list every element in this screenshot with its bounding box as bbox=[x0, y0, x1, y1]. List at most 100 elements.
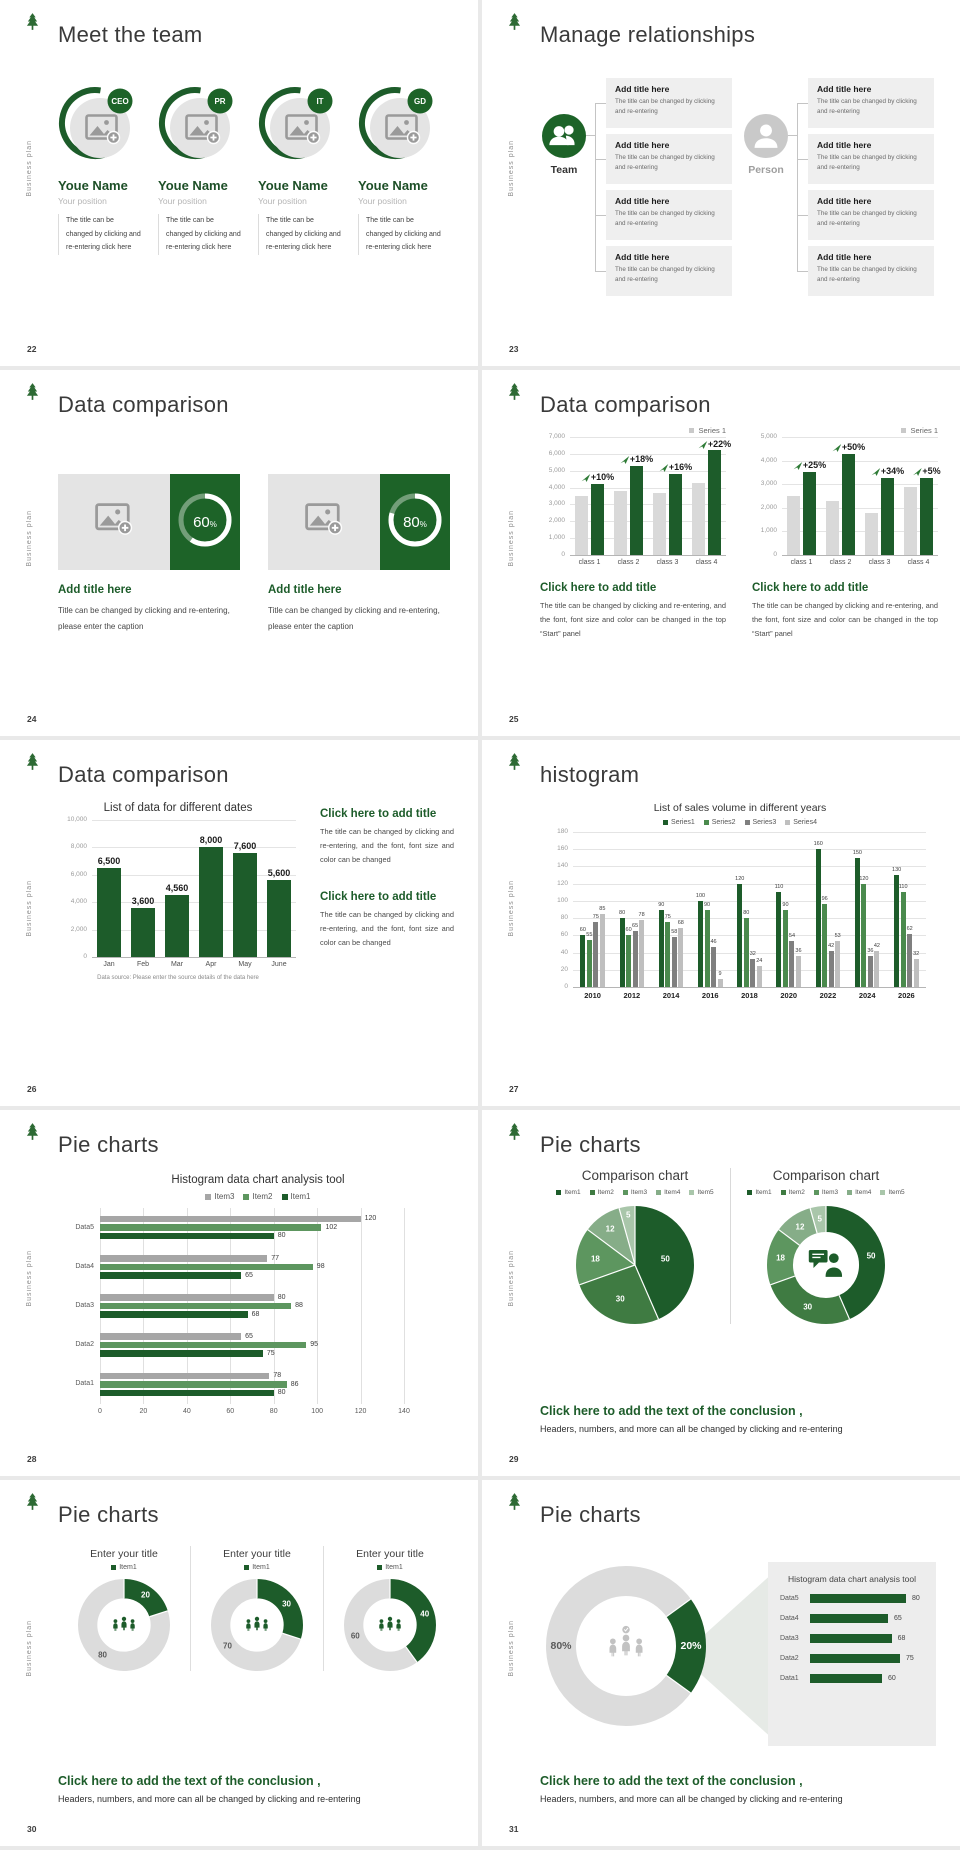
donut-block: Enter your title Item1 30 70 bbox=[190, 1546, 323, 1672]
bar bbox=[704, 909, 710, 987]
chart-legend: Series 1 bbox=[752, 426, 938, 435]
bar bbox=[826, 500, 839, 555]
bar bbox=[810, 1654, 900, 1663]
value-label: 4,560 bbox=[165, 882, 189, 893]
org-box: Add title here The title can be changed b… bbox=[606, 246, 732, 296]
org-box-title: Add title here bbox=[615, 196, 670, 206]
svg-text:GD: GD bbox=[414, 97, 426, 106]
slide-content: Data comparison List of data for differe… bbox=[58, 740, 456, 1106]
bar bbox=[904, 486, 917, 555]
category-label: 2016 bbox=[701, 991, 719, 1000]
legend-swatch bbox=[689, 1190, 695, 1195]
slide-27[interactable]: Business plan 27 histogram List of sales… bbox=[482, 740, 960, 1106]
value-label: 32 bbox=[913, 951, 920, 958]
chart-title: Histogram data chart analysis tool bbox=[171, 1174, 345, 1186]
value-label: 110 bbox=[898, 884, 908, 891]
value-label: 46 bbox=[710, 939, 717, 946]
bar bbox=[626, 935, 632, 987]
axis-tick-label: 80 bbox=[269, 1408, 278, 1415]
bar bbox=[100, 1302, 292, 1310]
text-body: The title can be changed by clicking and… bbox=[320, 827, 454, 865]
bar bbox=[591, 484, 604, 555]
side-label: Business plan bbox=[26, 140, 33, 197]
value-label: 75 bbox=[664, 914, 671, 921]
legend-swatch bbox=[663, 820, 669, 825]
text-blocks: Click here to add title The title can be … bbox=[320, 808, 454, 950]
axis-tick-label: 140 bbox=[557, 862, 568, 870]
image-placeholder bbox=[268, 474, 380, 570]
slide-31[interactable]: Business plan 31 Pie charts 20% 80% Histog… bbox=[482, 1480, 960, 1846]
comparison-block: 80% Add title here Title can be changed by… bbox=[268, 474, 450, 635]
connector-line bbox=[586, 135, 595, 136]
logo-icon bbox=[508, 753, 521, 770]
bar bbox=[803, 472, 816, 555]
slice-label: 40 bbox=[420, 1609, 430, 1619]
org-box-text: The title can be changed by clicking and… bbox=[615, 98, 715, 116]
svg-text:IT: IT bbox=[316, 97, 323, 106]
category-label: class 3 bbox=[656, 559, 679, 566]
legend-swatch bbox=[703, 820, 709, 825]
bar bbox=[717, 979, 723, 987]
member-position: Your position bbox=[258, 196, 307, 206]
slide-24[interactable]: Business plan 24 Data comparison 60% Add … bbox=[0, 370, 478, 736]
value-label: 68 bbox=[251, 1310, 260, 1318]
legend-item: Item1 bbox=[556, 1189, 581, 1196]
slide-number: 29 bbox=[509, 1454, 519, 1464]
value-label: 42 bbox=[828, 942, 835, 949]
progress-panel: 80% bbox=[380, 474, 450, 570]
value-label: 60 bbox=[888, 1675, 896, 1682]
connector-line bbox=[595, 103, 606, 104]
logo-icon bbox=[508, 383, 521, 400]
gridline bbox=[573, 866, 926, 868]
legend-item: Series2 bbox=[703, 819, 736, 826]
bar-chart-block: Series 1 0 1,000 2,000 3,000 4,000 5,000 class … bbox=[752, 426, 941, 641]
bar bbox=[100, 1232, 274, 1240]
legend-item: Item1 bbox=[111, 1564, 137, 1571]
legend-item: Series4 bbox=[785, 819, 817, 826]
increase-arrow-icon bbox=[870, 468, 880, 477]
slide-23[interactable]: Business plan 23 Manage relationships Te… bbox=[482, 0, 960, 366]
bar bbox=[708, 450, 721, 555]
slide-29[interactable]: Business plan 29 Pie charts Comparison c… bbox=[482, 1110, 960, 1476]
bar-row: Data4 65 bbox=[780, 1614, 924, 1623]
slide-number: 26 bbox=[27, 1084, 37, 1094]
axis-tick-label: 6,000 bbox=[70, 870, 87, 878]
axis-tick-label: 120 bbox=[557, 879, 568, 887]
legend-swatch bbox=[689, 428, 695, 433]
axis-tick-label: 120 bbox=[354, 1408, 367, 1415]
group-label: Person bbox=[748, 164, 784, 176]
bar bbox=[835, 941, 841, 987]
donut-chart: 20 80 bbox=[77, 1578, 171, 1672]
value-label: 65 bbox=[245, 1332, 253, 1340]
category-label: Data1 bbox=[75, 1380, 94, 1388]
slide-22[interactable]: Business plan 22 Meet the team CEO Youe N… bbox=[0, 0, 478, 366]
bar bbox=[665, 922, 671, 987]
value-label: 100 bbox=[695, 892, 706, 899]
category-label: class 1 bbox=[790, 559, 813, 566]
category-label: class 4 bbox=[907, 559, 930, 566]
slide-25[interactable]: Business plan 25 Data comparison Series … bbox=[482, 370, 960, 736]
org-box: Add title here The title can be changed b… bbox=[606, 78, 732, 128]
category-label: 2026 bbox=[898, 991, 915, 1000]
bar-row: Data2 75 bbox=[780, 1654, 924, 1663]
value-label: 80 bbox=[743, 910, 750, 917]
slide-26[interactable]: Business plan 26 Data comparison List of… bbox=[0, 740, 478, 1106]
bar bbox=[822, 904, 828, 987]
bar-chart: 0 2,000 4,000 6,000 8,000 10,000 Jan Feb Mar Apr M… bbox=[58, 816, 296, 972]
slide-30[interactable]: Business plan 30 Pie charts Enter your t… bbox=[0, 1480, 478, 1846]
grouped-bar-chart: 0 20 40 60 80 100 120 140 160 180 2010 2012 2014 2016… bbox=[548, 828, 932, 1004]
person-icon bbox=[744, 114, 788, 158]
gridline bbox=[92, 847, 296, 849]
chart-legend: Series 1 bbox=[540, 426, 726, 435]
increase-arrow-icon bbox=[912, 468, 922, 477]
gridline bbox=[573, 849, 926, 851]
slide-28[interactable]: Business plan 28 Pie charts Histogram da… bbox=[0, 1110, 478, 1476]
org-box-text: The title can be changed by clicking and… bbox=[817, 98, 917, 116]
side-label: Business plan bbox=[508, 140, 515, 197]
bar-chart-pair: Series 1 0 1,000 2,000 3,000 4,000 5,000 6,000 7… bbox=[540, 426, 941, 641]
legend-swatch bbox=[111, 1565, 117, 1570]
image-placeholder-icon bbox=[95, 502, 133, 542]
bar bbox=[810, 1614, 888, 1623]
axis-tick-label: 8,000 bbox=[70, 843, 87, 851]
